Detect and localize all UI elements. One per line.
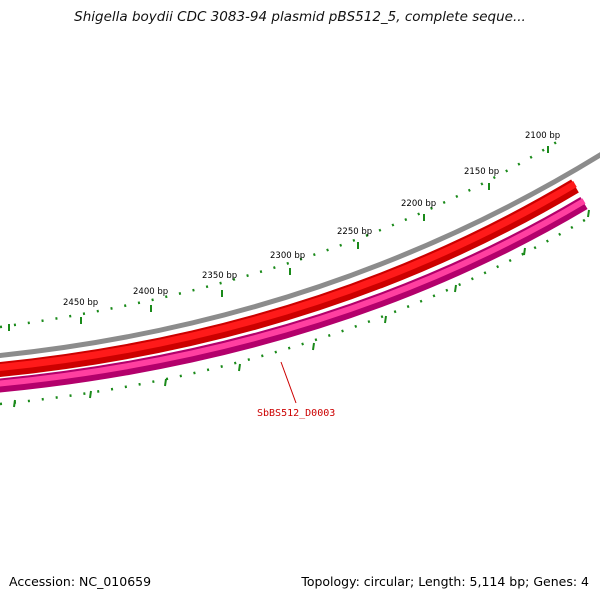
bp-label-2150: 2150 bp bbox=[464, 167, 499, 177]
bp-label-2300: 2300 bp bbox=[270, 251, 305, 261]
bp-label-2400: 2400 bp bbox=[133, 287, 168, 297]
accession-text: Accession: NC_010659 bbox=[9, 574, 152, 589]
summary-text: Topology: circular; Length: 5,114 bp; Ge… bbox=[301, 574, 589, 589]
bp-label-2350: 2350 bp bbox=[202, 271, 237, 281]
outer-major-ticks bbox=[8, 146, 549, 331]
gene-label-sbbs512-d0003[interactable]: SbBS512_D0003 bbox=[257, 408, 335, 419]
map-title: Shigella boydii CDC 3083-94 plasmid pBS5… bbox=[74, 9, 526, 25]
outer-tick-ring bbox=[0, 138, 561, 329]
inner-major-ticks bbox=[13, 209, 590, 408]
bp-label-2200: 2200 bp bbox=[401, 199, 436, 209]
reverse-gene-highlight bbox=[0, 198, 586, 387]
bp-label-2250: 2250 bp bbox=[337, 227, 372, 237]
bp-label-2100: 2100 bp bbox=[525, 131, 560, 141]
forward-gene-highlight bbox=[0, 180, 577, 371]
backbone-track bbox=[0, 152, 600, 358]
bp-label-2450: 2450 bp bbox=[63, 298, 98, 308]
gene-label-leader bbox=[280, 361, 297, 404]
